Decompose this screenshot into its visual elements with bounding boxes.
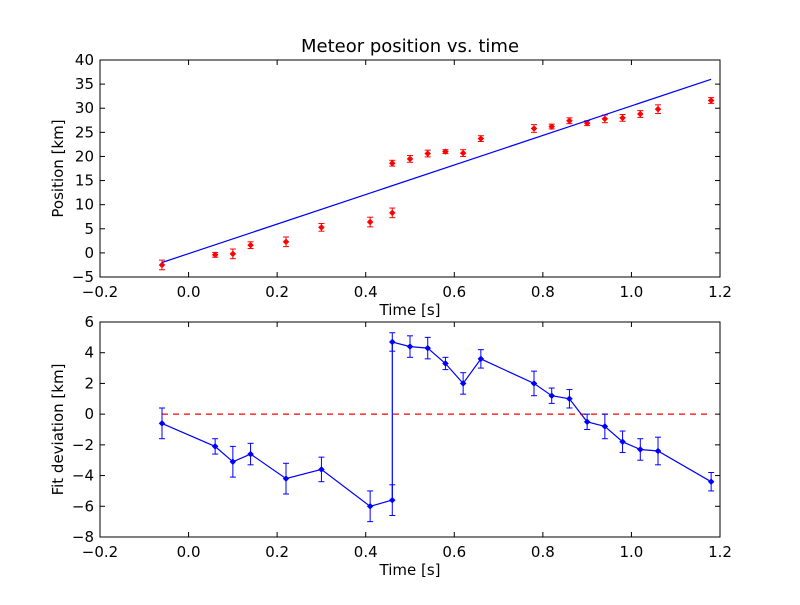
data-point [601, 423, 609, 430]
data-point [442, 360, 449, 367]
x-tick-label: 0.2 [265, 283, 289, 301]
x-tick-label: 1.2 [708, 283, 732, 301]
data-point [424, 344, 432, 352]
x-tick-label: 0.0 [177, 543, 201, 561]
data-point [318, 466, 325, 473]
y-tick-label: 10 [75, 196, 94, 214]
x-tick-label: 0.6 [442, 283, 466, 301]
x-tick-label: −0.2 [82, 543, 118, 561]
x-tick-label: 0.8 [531, 283, 555, 301]
y-tick-label: −4 [72, 467, 94, 485]
axes-frame [99, 59, 721, 278]
x-tick-label: 0.6 [442, 543, 466, 561]
data-point [442, 148, 449, 155]
y-tick-label: 4 [84, 344, 94, 362]
x-tick-label: 0.4 [354, 543, 378, 561]
y-tick-label: 2 [84, 374, 94, 392]
y-tick-label: 20 [75, 147, 94, 165]
data-point [477, 135, 485, 142]
data-point [366, 502, 374, 510]
data-point [366, 218, 374, 226]
x-tick-label: 0.2 [265, 543, 289, 561]
data-point [388, 159, 396, 167]
y-tick-label: −5 [72, 268, 94, 286]
y-tick-label: 40 [75, 51, 94, 69]
data-point [229, 458, 237, 466]
panel-1 [99, 59, 721, 278]
data-point [388, 209, 396, 217]
data-point [318, 223, 325, 231]
data-point [406, 343, 414, 350]
data-point [619, 114, 626, 122]
data-point [548, 123, 556, 130]
x-tick-label: 1.0 [619, 543, 643, 561]
y-tick-label: −2 [72, 436, 94, 454]
data-point [211, 443, 219, 450]
deviation-line [161, 341, 712, 507]
y-tick-label: 6 [84, 313, 94, 331]
x-tick-label: −0.2 [82, 283, 118, 301]
data-point [654, 447, 662, 455]
y-tick-label: −6 [72, 497, 94, 515]
axes-frame [99, 321, 721, 538]
data-point [459, 149, 467, 157]
y-tick-label: 5 [84, 220, 94, 238]
data-point [654, 105, 662, 113]
data-point [601, 115, 609, 123]
data-point [548, 392, 556, 400]
y-tick-label: 30 [75, 99, 94, 117]
data-point [406, 155, 414, 163]
data-point [566, 395, 573, 403]
data-point [247, 450, 254, 458]
y-tick-label: 35 [75, 75, 94, 93]
data-point [424, 150, 432, 157]
x-axis-label: Time [s] [379, 561, 441, 579]
data-point [636, 446, 644, 453]
data-point [459, 380, 467, 387]
data-point [530, 125, 538, 132]
x-axis-label: Time [s] [379, 301, 441, 319]
x-tick-label: 0.0 [177, 283, 201, 301]
data-point [229, 250, 237, 258]
data-point [477, 355, 485, 363]
fit-line [161, 78, 712, 264]
data-point [619, 438, 626, 446]
y-tick-label: 0 [84, 244, 94, 262]
data-point [530, 380, 538, 387]
y-tick-label: 0 [84, 405, 94, 423]
y-axis-label: Position [km] [49, 119, 67, 217]
data-point [282, 475, 290, 482]
y-tick-label: −8 [72, 528, 94, 546]
data-point [158, 420, 166, 427]
x-tick-label: 0.4 [354, 283, 378, 301]
data-point [388, 496, 396, 504]
panel-2 [99, 321, 721, 538]
data-point [566, 117, 573, 125]
data-point [636, 110, 644, 118]
data-point [158, 261, 166, 269]
y-tick-label: 25 [75, 123, 94, 141]
x-tick-label: 0.8 [531, 543, 555, 561]
data-point [282, 238, 290, 246]
data-point [583, 418, 591, 426]
x-tick-label: 1.2 [708, 543, 732, 561]
data-point [388, 338, 396, 346]
data-point [247, 241, 254, 249]
data-point [707, 478, 715, 486]
data-point [211, 251, 219, 259]
data-point [707, 97, 715, 104]
y-axis-label: Fit deviation [km] [49, 364, 67, 496]
y-tick-label: 15 [75, 172, 94, 190]
chart-title: Meteor position vs. time [301, 36, 519, 57]
x-tick-label: 1.0 [619, 283, 643, 301]
